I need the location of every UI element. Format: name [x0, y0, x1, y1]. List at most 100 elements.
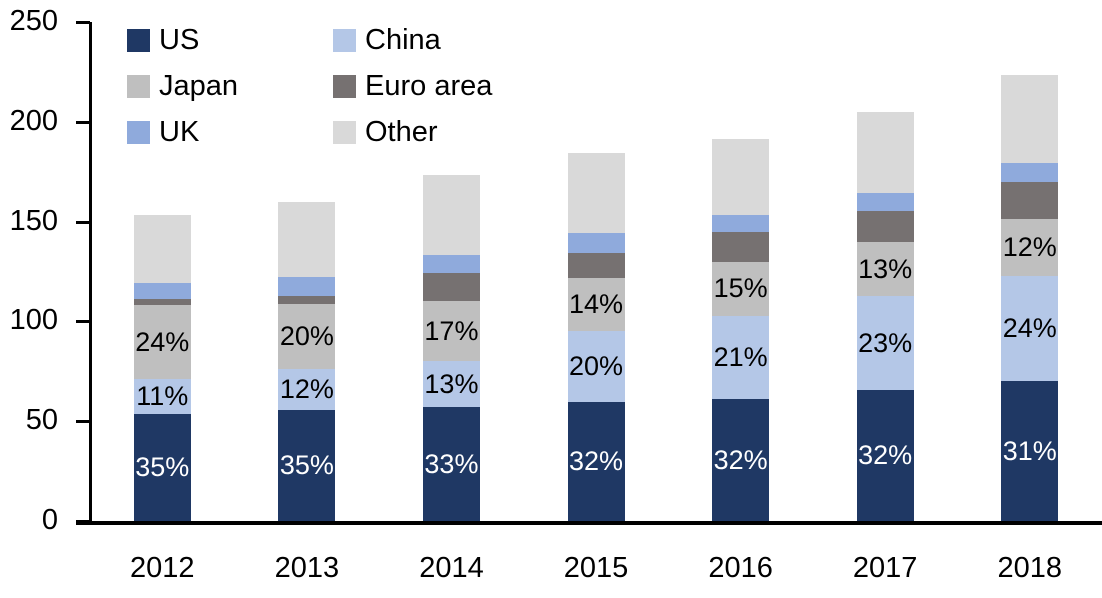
stacked-bar-2016: 32% 21% 15%	[712, 138, 770, 521]
segment-other-2016	[712, 138, 770, 215]
segment-euro-area-2014	[422, 272, 480, 302]
segment-euro-area-2017	[856, 210, 914, 242]
segment-label-china-2015: 20%	[568, 351, 624, 382]
x-tick-label-2017: 2017	[852, 552, 918, 584]
segment-label-us-2013: 35%	[279, 450, 334, 481]
segment-euro-area-2016	[712, 231, 770, 262]
segment-label-us-2016: 32%	[713, 444, 768, 475]
bar-column-2018: 31% 24% 12%	[957, 0, 1102, 521]
segment-japan-2013: 20%	[278, 304, 336, 370]
segment-china-2014: 13%	[422, 361, 480, 408]
segment-euro-area-2013	[278, 295, 336, 305]
y-tick-mark-50	[76, 420, 90, 424]
legend-swatch-other	[333, 121, 356, 144]
segment-label-china-2018: 24%	[1002, 312, 1057, 343]
legend-item-other: Other	[333, 118, 492, 147]
x-tick-label-2014: 2014	[419, 552, 484, 584]
segment-japan-2014: 17%	[422, 301, 480, 362]
segment-label-japan-2018: 12%	[1002, 231, 1057, 262]
stacked-bar-2013: 35% 12% 20%	[278, 201, 336, 521]
legend-swatch-us	[127, 29, 150, 52]
segment-label-china-2012: 11%	[136, 381, 189, 412]
y-tick-mark-250	[76, 21, 90, 24]
segment-label-japan-2016: 15%	[713, 273, 768, 304]
bar-column-2017: 32% 23% 13%	[813, 0, 958, 521]
x-tick-label-2012: 2012	[130, 552, 195, 584]
x-axis: 2012 2013 2014 2015 2016 2017 2018	[90, 552, 1102, 584]
segment-uk-2017	[856, 192, 914, 211]
segment-us-2018: 31%	[1001, 381, 1059, 521]
segment-label-japan-2014: 17%	[424, 315, 479, 346]
y-tick-label-200: 200	[9, 104, 58, 137]
x-tick-label-2016: 2016	[708, 552, 773, 584]
segment-uk-2016	[712, 214, 770, 232]
segment-japan-2018: 12%	[1001, 218, 1059, 276]
segment-label-us-2014: 33%	[424, 448, 479, 479]
segment-japan-2015: 14%	[567, 277, 625, 332]
segment-us-2014: 33%	[422, 407, 480, 521]
legend-swatch-euro-area	[333, 75, 356, 98]
x-tick-label-2015: 2015	[563, 552, 629, 584]
legend-item-us: US	[127, 26, 333, 55]
bar-column-2015: 32% 20% 14%	[524, 0, 669, 521]
segment-china-2015: 20%	[567, 331, 625, 403]
y-tick-label-250: 250	[9, 5, 58, 37]
legend-label-us: US	[159, 24, 200, 56]
segment-us-2017: 32%	[856, 390, 914, 521]
segment-uk-2018	[1001, 162, 1059, 182]
stacked-bar-2012: 35% 11% 24%	[133, 214, 191, 521]
segment-uk-2013	[278, 276, 336, 296]
segment-label-china-2017: 23%	[858, 327, 913, 358]
segment-label-japan-2015: 14%	[568, 288, 624, 319]
segment-china-2018: 24%	[1001, 275, 1059, 382]
y-tick-mark-200	[76, 120, 90, 124]
y-tick-label-100: 100	[9, 304, 58, 337]
legend-item-uk: UK	[127, 118, 333, 147]
segment-label-us-2017: 32%	[858, 440, 913, 471]
segment-china-2016: 21%	[712, 316, 770, 400]
stacked-bar-2017: 32% 23% 13%	[856, 111, 914, 521]
stacked-bar-2018: 31% 24% 12%	[1001, 74, 1059, 521]
segment-uk-2012	[133, 282, 191, 300]
segment-japan-2016: 15%	[712, 261, 770, 317]
segment-label-us-2018: 31%	[1002, 435, 1057, 466]
legend-label-other: Other	[365, 116, 438, 148]
segment-other-2013	[278, 201, 336, 277]
stacked-bar-2015: 32% 20% 14%	[567, 152, 625, 521]
y-axis-line	[89, 22, 92, 524]
legend-item-china: China	[333, 26, 492, 55]
legend-label-japan: Japan	[159, 70, 239, 102]
y-tick-label-150: 150	[9, 204, 58, 237]
plot-area: 35% 11% 24% 35% 12% 20% 33% 13% 17% 32% 20% 14% 32% 2…	[90, 0, 1102, 521]
segment-euro-area-2012	[133, 299, 191, 306]
stacked-bar-2014: 33% 13% 17%	[422, 174, 480, 521]
y-tick-mark-100	[76, 320, 90, 324]
segment-other-2014	[422, 174, 480, 255]
y-tick-label-50: 50	[25, 404, 58, 437]
segment-china-2013: 12%	[278, 369, 336, 411]
y-tick-mark-150	[76, 220, 90, 224]
segment-uk-2014	[422, 254, 480, 273]
segment-uk-2015	[567, 232, 625, 253]
segment-us-2015: 32%	[567, 402, 625, 521]
segment-japan-2012: 24%	[133, 305, 191, 380]
x-tick-label-2013: 2013	[274, 552, 340, 584]
legend-swatch-japan	[127, 75, 150, 98]
segment-japan-2017: 13%	[856, 241, 914, 297]
segment-label-japan-2013: 20%	[279, 321, 334, 352]
segment-other-2015	[567, 152, 625, 233]
legend-label-china: China	[365, 24, 441, 56]
segment-us-2013: 35%	[278, 410, 336, 521]
legend-item-euro-area: Euro area	[333, 72, 492, 101]
x-tick-label-2018: 2018	[997, 552, 1063, 584]
legend-label-uk: UK	[159, 116, 200, 148]
segment-us-2012: 35%	[133, 414, 191, 521]
legend-swatch-uk	[127, 121, 150, 144]
segment-euro-area-2015	[567, 252, 625, 278]
segment-label-japan-2012: 24%	[135, 326, 190, 357]
y-tick-label-0: 0	[41, 504, 58, 536]
segment-china-2012: 11%	[133, 379, 191, 415]
legend-swatch-china	[333, 29, 356, 52]
segment-china-2017: 23%	[856, 296, 914, 391]
